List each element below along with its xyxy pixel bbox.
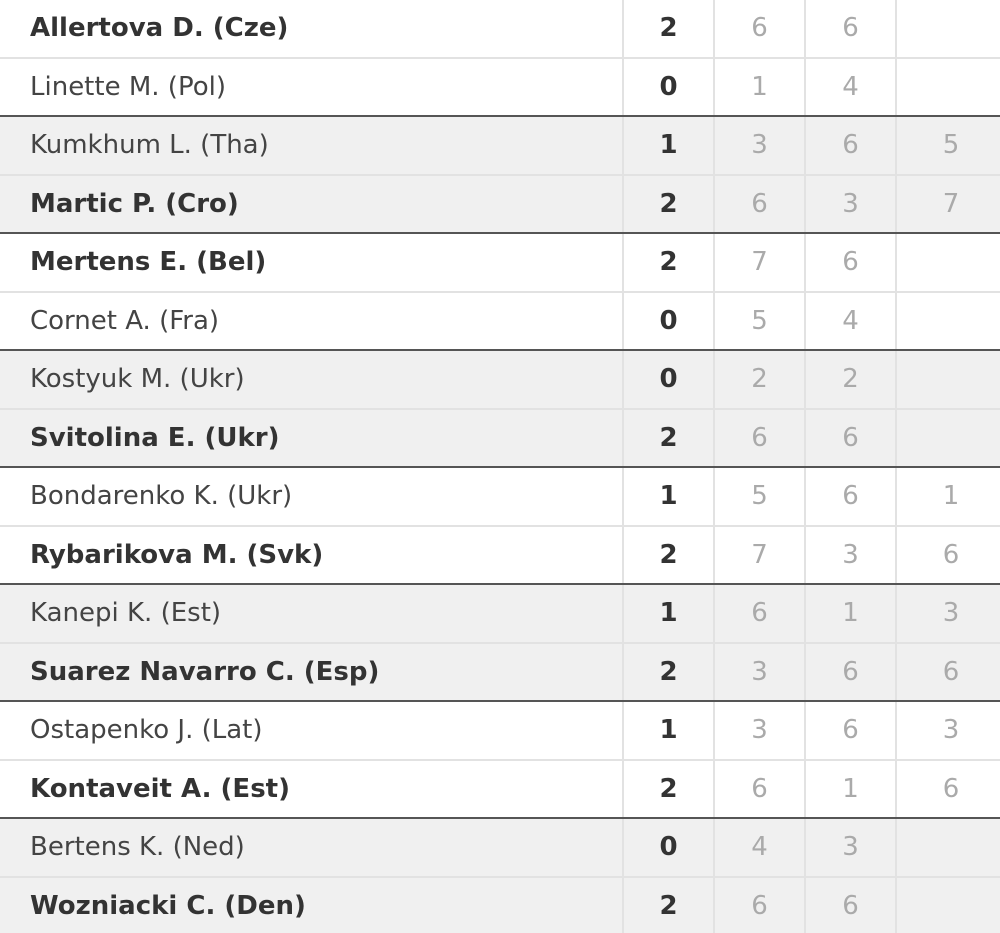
set-score: 7	[715, 234, 806, 291]
player-row: Martic P. (Cro) 2 6 3 7	[0, 175, 1000, 234]
set-score: 7	[715, 526, 806, 583]
set-score: 6	[715, 175, 806, 232]
sets-won: 2	[624, 175, 715, 232]
player-name: Rybarikova M. (Svk)	[0, 526, 624, 583]
set-score: 6	[806, 702, 897, 759]
set-score: 3	[715, 117, 806, 174]
set-score: 6	[806, 643, 897, 700]
player-name: Kumkhum L. (Tha)	[0, 117, 624, 174]
set-score: 5	[715, 292, 806, 349]
sets-won: 0	[624, 292, 715, 349]
sets-won: 1	[624, 117, 715, 174]
sets-won: 0	[624, 351, 715, 408]
player-row: Bondarenko K. (Ukr) 1 5 6 1	[0, 468, 1000, 527]
player-row: Suarez Navarro C. (Esp) 2 3 6 6	[0, 643, 1000, 702]
set-score: 3	[806, 526, 897, 583]
sets-won: 1	[624, 468, 715, 525]
set-score: 6	[897, 761, 1000, 818]
player-name: Suarez Navarro C. (Esp)	[0, 643, 624, 700]
player-name: Bertens K. (Ned)	[0, 819, 624, 876]
set-score	[897, 293, 1000, 350]
player-row: Bertens K. (Ned) 0 4 3	[0, 819, 1000, 878]
set-score: 1	[806, 585, 897, 642]
set-score: 6	[715, 760, 806, 817]
set-score: 2	[715, 351, 806, 408]
sets-won: 2	[624, 0, 715, 57]
sets-won: 2	[624, 526, 715, 583]
set-score: 2	[806, 351, 897, 408]
set-score: 3	[715, 702, 806, 759]
sets-won: 2	[624, 234, 715, 291]
set-score	[897, 819, 1000, 876]
player-row: Kostyuk M. (Ukr) 0 2 2	[0, 351, 1000, 410]
player-row: Mertens E. (Bel) 2 7 6	[0, 234, 1000, 293]
set-score: 3	[806, 175, 897, 232]
set-score: 3	[715, 643, 806, 700]
player-row: Wozniacki C. (Den) 2 6 6	[0, 877, 1000, 933]
set-score	[897, 410, 1000, 467]
set-score: 3	[897, 702, 1000, 759]
set-score: 6	[715, 409, 806, 466]
player-row: Svitolina E. (Ukr) 2 6 6	[0, 409, 1000, 468]
set-score: 3	[806, 819, 897, 876]
player-row: Ostapenko J. (Lat) 1 3 6 3	[0, 702, 1000, 761]
player-name: Kostyuk M. (Ukr)	[0, 351, 624, 408]
player-row: Kanepi K. (Est) 1 6 1 3	[0, 585, 1000, 644]
player-name: Ostapenko J. (Lat)	[0, 702, 624, 759]
player-row: Cornet A. (Fra) 0 5 4	[0, 292, 1000, 351]
set-score: 6	[806, 0, 897, 57]
sets-won: 1	[624, 702, 715, 759]
sets-won: 0	[624, 819, 715, 876]
set-score: 6	[806, 877, 897, 933]
set-score	[897, 234, 1000, 291]
player-name: Bondarenko K. (Ukr)	[0, 468, 624, 525]
player-row: Linette M. (Pol) 0 1 4	[0, 58, 1000, 117]
player-row: Allertova D. (Cze) 2 6 6	[0, 0, 1000, 59]
player-name: Kanepi K. (Est)	[0, 585, 624, 642]
sets-won: 1	[624, 585, 715, 642]
set-score: 6	[897, 644, 1000, 701]
set-score: 3	[897, 585, 1000, 642]
sets-won: 0	[624, 58, 715, 115]
set-score	[897, 59, 1000, 116]
sets-won: 2	[624, 877, 715, 933]
set-score	[897, 351, 1000, 408]
set-score: 6	[897, 527, 1000, 584]
sets-won: 2	[624, 643, 715, 700]
set-score	[897, 0, 1000, 57]
set-score: 4	[715, 819, 806, 876]
player-name: Cornet A. (Fra)	[0, 292, 624, 349]
player-name: Allertova D. (Cze)	[0, 0, 624, 57]
player-row: Rybarikova M. (Svk) 2 7 3 6	[0, 526, 1000, 585]
player-name: Svitolina E. (Ukr)	[0, 409, 624, 466]
player-name: Linette M. (Pol)	[0, 58, 624, 115]
set-score: 1	[897, 468, 1000, 525]
set-score: 6	[715, 877, 806, 933]
player-name: Martic P. (Cro)	[0, 175, 624, 232]
player-name: Kontaveit A. (Est)	[0, 760, 624, 817]
set-score: 4	[806, 58, 897, 115]
set-score: 6	[715, 585, 806, 642]
set-score: 1	[715, 58, 806, 115]
player-name: Mertens E. (Bel)	[0, 234, 624, 291]
set-score: 6	[715, 0, 806, 57]
set-score	[897, 878, 1000, 933]
set-score: 4	[806, 292, 897, 349]
sets-won: 2	[624, 760, 715, 817]
player-row: Kumkhum L. (Tha) 1 3 6 5	[0, 117, 1000, 176]
set-score: 6	[806, 117, 897, 174]
set-score: 6	[806, 234, 897, 291]
set-score: 5	[897, 117, 1000, 174]
player-row: Kontaveit A. (Est) 2 6 1 6	[0, 760, 1000, 819]
set-score: 6	[806, 409, 897, 466]
sets-won: 2	[624, 409, 715, 466]
set-score: 7	[897, 176, 1000, 233]
player-name: Wozniacki C. (Den)	[0, 877, 624, 933]
set-score: 5	[715, 468, 806, 525]
set-score: 1	[806, 760, 897, 817]
set-score: 6	[806, 468, 897, 525]
